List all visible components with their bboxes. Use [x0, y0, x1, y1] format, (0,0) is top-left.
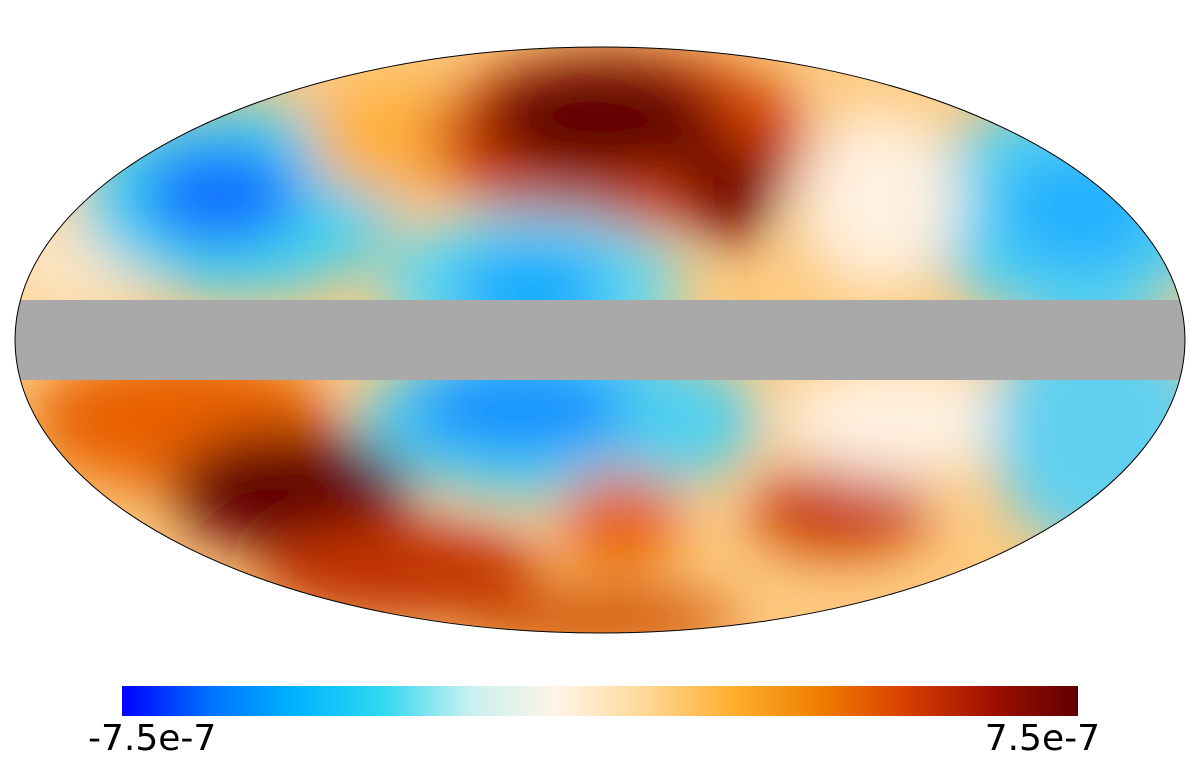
- colorbar-tick-label: -7.5e-7: [88, 718, 216, 759]
- colorbar: [122, 686, 1078, 716]
- colorbar-tick-label: 7.5e-7: [985, 718, 1100, 759]
- map-outline: [14, 46, 1186, 634]
- mask-band: [15, 300, 1185, 380]
- sky-map: [15, 47, 1185, 633]
